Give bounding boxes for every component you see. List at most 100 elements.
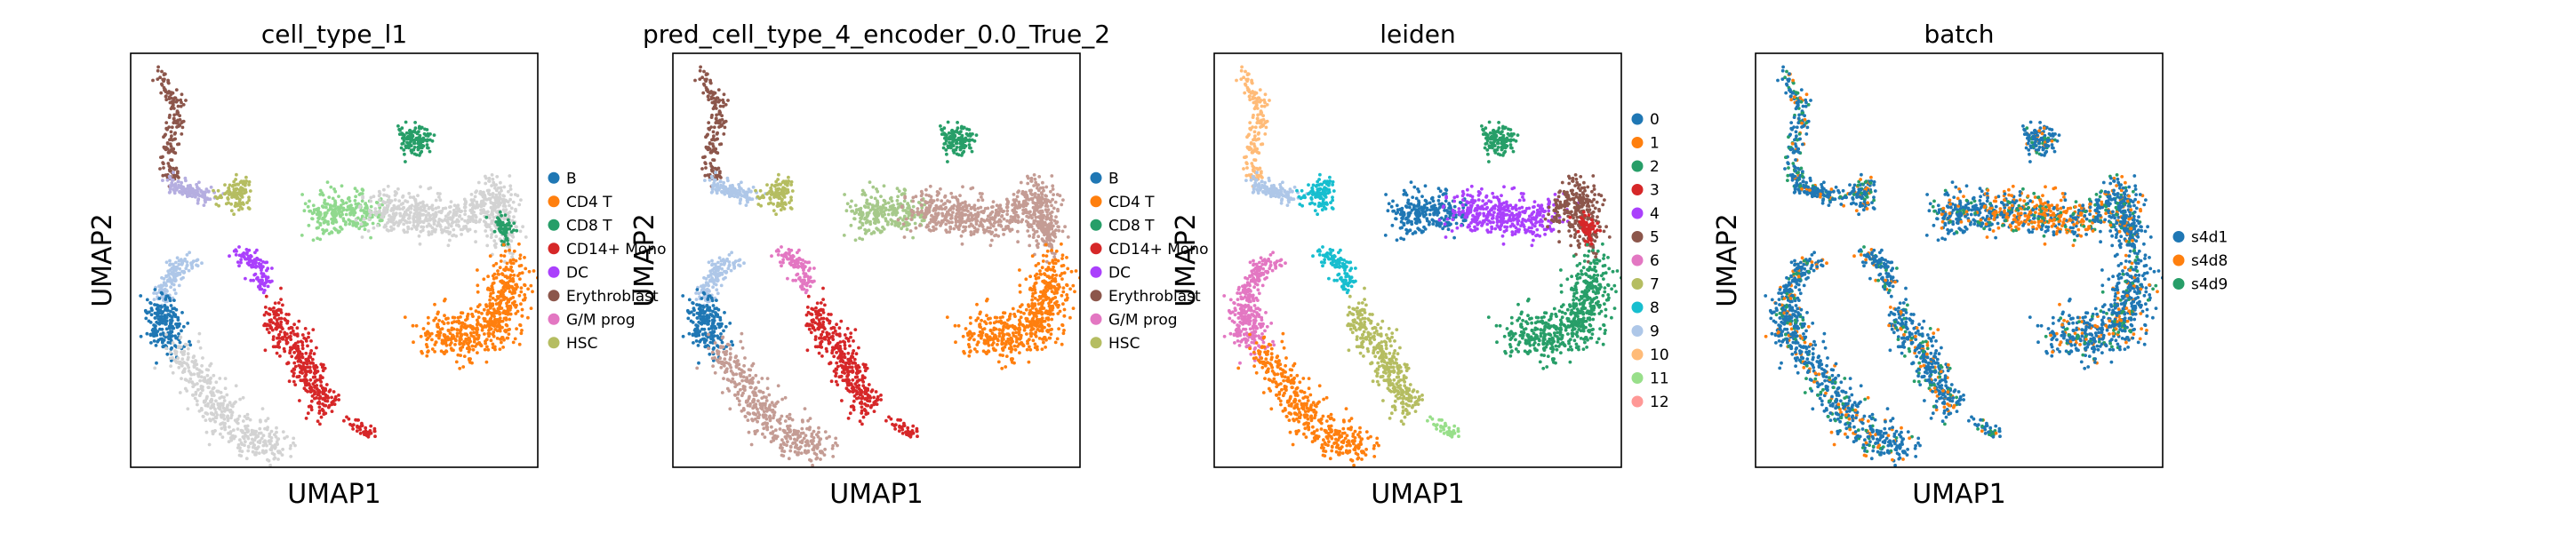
- data-point-right_tip: [502, 229, 506, 234]
- data-point-arc_top: [171, 138, 174, 142]
- data-point-right_tip: [1040, 210, 1044, 214]
- data-point-cd4_mass: [476, 351, 479, 354]
- data-point-bridge_right: [961, 213, 964, 218]
- data-point-right_top: [1029, 192, 1033, 195]
- data-point-arc_top: [705, 72, 708, 76]
- data-point-dc_head: [228, 254, 231, 259]
- data-point-bridge_left: [316, 209, 321, 213]
- data-point-arc_top: [713, 91, 717, 95]
- data-point-mono_stream: [277, 332, 281, 337]
- data-point-right_tip: [1038, 216, 1042, 220]
- data-point-cd4_mass: [1014, 339, 1019, 344]
- data-point-mono_stream: [296, 359, 300, 363]
- data-point-mono_stream: [327, 403, 332, 408]
- data-point-bridge_left: [326, 219, 330, 224]
- data-point-arc_hsc: [772, 195, 776, 199]
- data-point-bridge_right: [1004, 197, 1009, 202]
- data-point-cd4_mass: [518, 322, 522, 327]
- data-point-lower_left_top: [172, 288, 177, 292]
- data-point-lower_left_body: [196, 371, 201, 376]
- data-point-arc_top: [699, 65, 702, 69]
- data-point-lower_left_b: [180, 329, 183, 333]
- data-point-bridge_left: [339, 203, 343, 208]
- data-point-bridge_left: [369, 204, 373, 209]
- data-point-lower_left_top: [171, 266, 174, 270]
- data-point-right_tip: [1049, 222, 1052, 227]
- data-point-bridge_right: [980, 195, 983, 199]
- data-point-bridge_right: [416, 206, 420, 211]
- data-point-bridge_right: [392, 227, 396, 231]
- data-point-bridge_left: [317, 215, 322, 219]
- data-point-bridge_right: [449, 200, 453, 204]
- data-point-arc_top: [179, 104, 183, 108]
- data-point-cd4_mass: [500, 319, 505, 323]
- data-point-cd4_mass: [463, 322, 467, 327]
- data-point-cd8_blob: [409, 144, 413, 147]
- data-point-bridge_right: [452, 203, 457, 208]
- data-point-cd4_mass: [443, 352, 446, 355]
- data-point-dc_head: [246, 257, 251, 260]
- data-point-right_top: [480, 199, 484, 203]
- data-point-cd4_mass: [461, 365, 466, 369]
- data-point-arc_hsc: [754, 188, 757, 193]
- data-point-right_top: [1018, 205, 1021, 210]
- data-point-dc_head: [244, 276, 247, 281]
- data-point-arc_top: [164, 126, 169, 131]
- data-point-mono_tail: [364, 426, 368, 430]
- data-point-right_top: [1036, 235, 1041, 239]
- data-point-cd4_mass: [519, 286, 524, 290]
- data-point-dc_head: [259, 278, 263, 282]
- data-point-mono_stream: [308, 352, 313, 355]
- data-point-arc_hsc: [783, 201, 787, 205]
- data-point-mono_stream: [285, 362, 289, 366]
- data-point-bridge_left: [307, 223, 311, 227]
- data-point-cd4_mass: [519, 302, 523, 306]
- data-point-mono_stream: [330, 401, 334, 405]
- data-point-cd4_mass: [476, 268, 479, 272]
- data-point-bridge_right: [463, 202, 468, 206]
- data-point-arc_top: [180, 121, 184, 125]
- data-point-cd4_mass: [453, 338, 458, 341]
- data-point-arc_top: [700, 167, 704, 171]
- data-point-bridge_left: [356, 221, 359, 226]
- data-point-bridge_right: [979, 221, 983, 226]
- data-point-lower_left_body: [211, 386, 215, 391]
- data-point-cd4_mass: [476, 310, 481, 314]
- data-point-lower_left_body: [209, 418, 212, 423]
- data-point-bridge_right: [956, 210, 961, 214]
- data-point-cd4_mass: [476, 290, 480, 294]
- data-point-bridge_right: [980, 218, 984, 221]
- data-point-cd4_mass: [496, 306, 500, 311]
- data-point-cd4_mass: [468, 337, 471, 341]
- data-point-bridge_left: [311, 238, 316, 243]
- data-point-mono_stream: [279, 322, 283, 327]
- data-point-arc_hsc: [232, 212, 236, 217]
- data-point-cd4_mass: [1028, 274, 1032, 279]
- data-point-right_top: [474, 220, 478, 225]
- data-point-bridge_right: [413, 199, 418, 203]
- data-point-bridge_right: [444, 214, 448, 219]
- data-point-lower_left_body: [259, 431, 263, 435]
- data-point-cd4_mass: [502, 316, 507, 321]
- data-point-right_top: [1011, 219, 1014, 224]
- data-point-bridge_right: [966, 213, 971, 218]
- data-point-arc_top: [707, 94, 710, 98]
- data-point-lower_left_body: [178, 391, 182, 394]
- data-point-lower_left_body: [210, 405, 214, 410]
- data-point-right_top: [491, 192, 495, 196]
- data-point-arc_mid: [725, 176, 730, 180]
- panel-title: cell_type_l1: [261, 20, 407, 49]
- data-point-mono_stream: [300, 365, 304, 370]
- data-point-arc_top: [716, 137, 719, 141]
- data-point-lower_left_body: [207, 386, 211, 390]
- data-point-mono_stream: [279, 311, 284, 314]
- data-point-bridge_left: [876, 220, 881, 224]
- data-point-cd4_mass: [509, 261, 514, 266]
- data-point-bridge_right: [948, 230, 952, 234]
- data-point-cd4_mass: [505, 323, 509, 328]
- data-point-cd4_mass: [968, 315, 972, 320]
- data-point-right_top: [489, 227, 493, 232]
- data-point-cd4_mass: [1038, 272, 1043, 276]
- data-point-cd8_blob: [400, 126, 404, 131]
- data-point-mono_stream: [309, 361, 314, 365]
